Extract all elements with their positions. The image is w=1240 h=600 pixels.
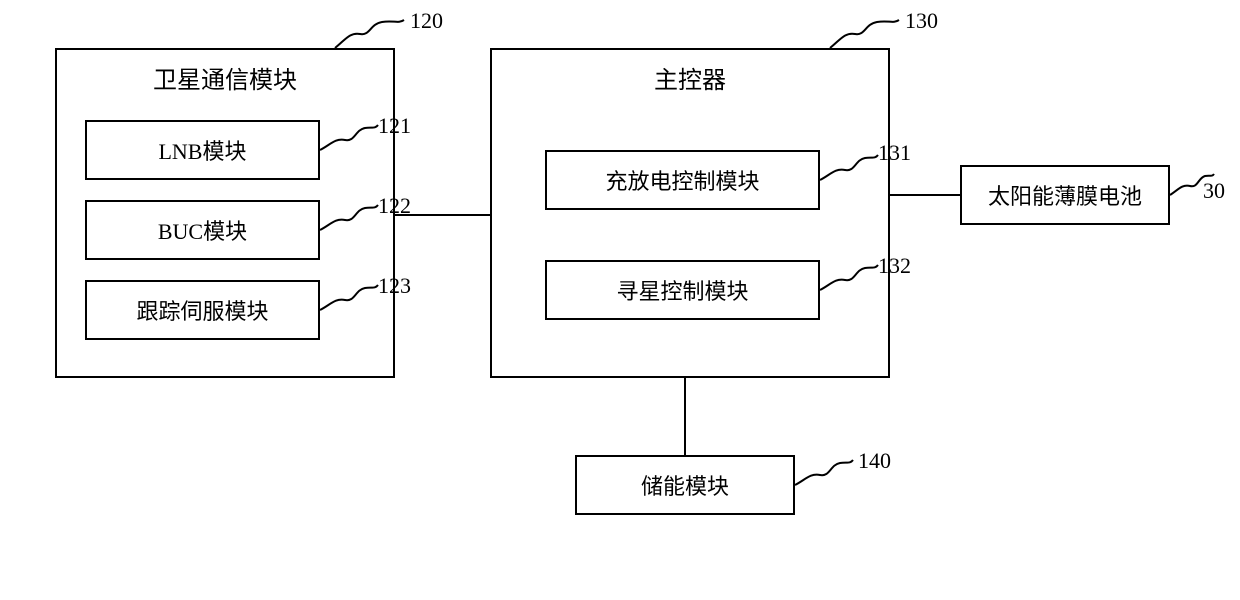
- lnb-module-box: LNB模块: [85, 120, 320, 180]
- servo-module-box: 跟踪伺服模块: [85, 280, 320, 340]
- solar-cell-box: 太阳能薄膜电池: [960, 165, 1170, 225]
- storage-module-box: 储能模块: [575, 455, 795, 515]
- buc-module-box: BUC模块: [85, 200, 320, 260]
- ref-30: 30: [1203, 178, 1225, 204]
- storage-label: 储能模块: [641, 469, 729, 501]
- connector-mcu-solar: [890, 194, 960, 196]
- solar-label: 太阳能薄膜电池: [988, 179, 1142, 211]
- ref-131: 131: [878, 140, 911, 166]
- star-label: 寻星控制模块: [616, 274, 748, 306]
- connector-mcu-storage: [684, 378, 686, 455]
- ref-132: 132: [878, 253, 911, 279]
- main-controller-box: 主控器: [490, 48, 890, 378]
- ref-140: 140: [858, 448, 891, 474]
- ref-121: 121: [378, 113, 411, 139]
- ref-130: 130: [905, 8, 938, 34]
- star-seek-box: 寻星控制模块: [545, 260, 820, 320]
- mcu-title: 主控器: [492, 60, 888, 95]
- charge-label: 充放电控制模块: [605, 164, 759, 196]
- lnb-label: LNB模块: [158, 134, 246, 166]
- buc-label: BUC模块: [158, 214, 247, 246]
- satcom-title: 卫星通信模块: [57, 60, 393, 95]
- ref-122: 122: [378, 193, 411, 219]
- ref-123: 123: [378, 273, 411, 299]
- ref-120: 120: [410, 8, 443, 34]
- charge-control-box: 充放电控制模块: [545, 150, 820, 210]
- servo-label: 跟踪伺服模块: [136, 294, 268, 326]
